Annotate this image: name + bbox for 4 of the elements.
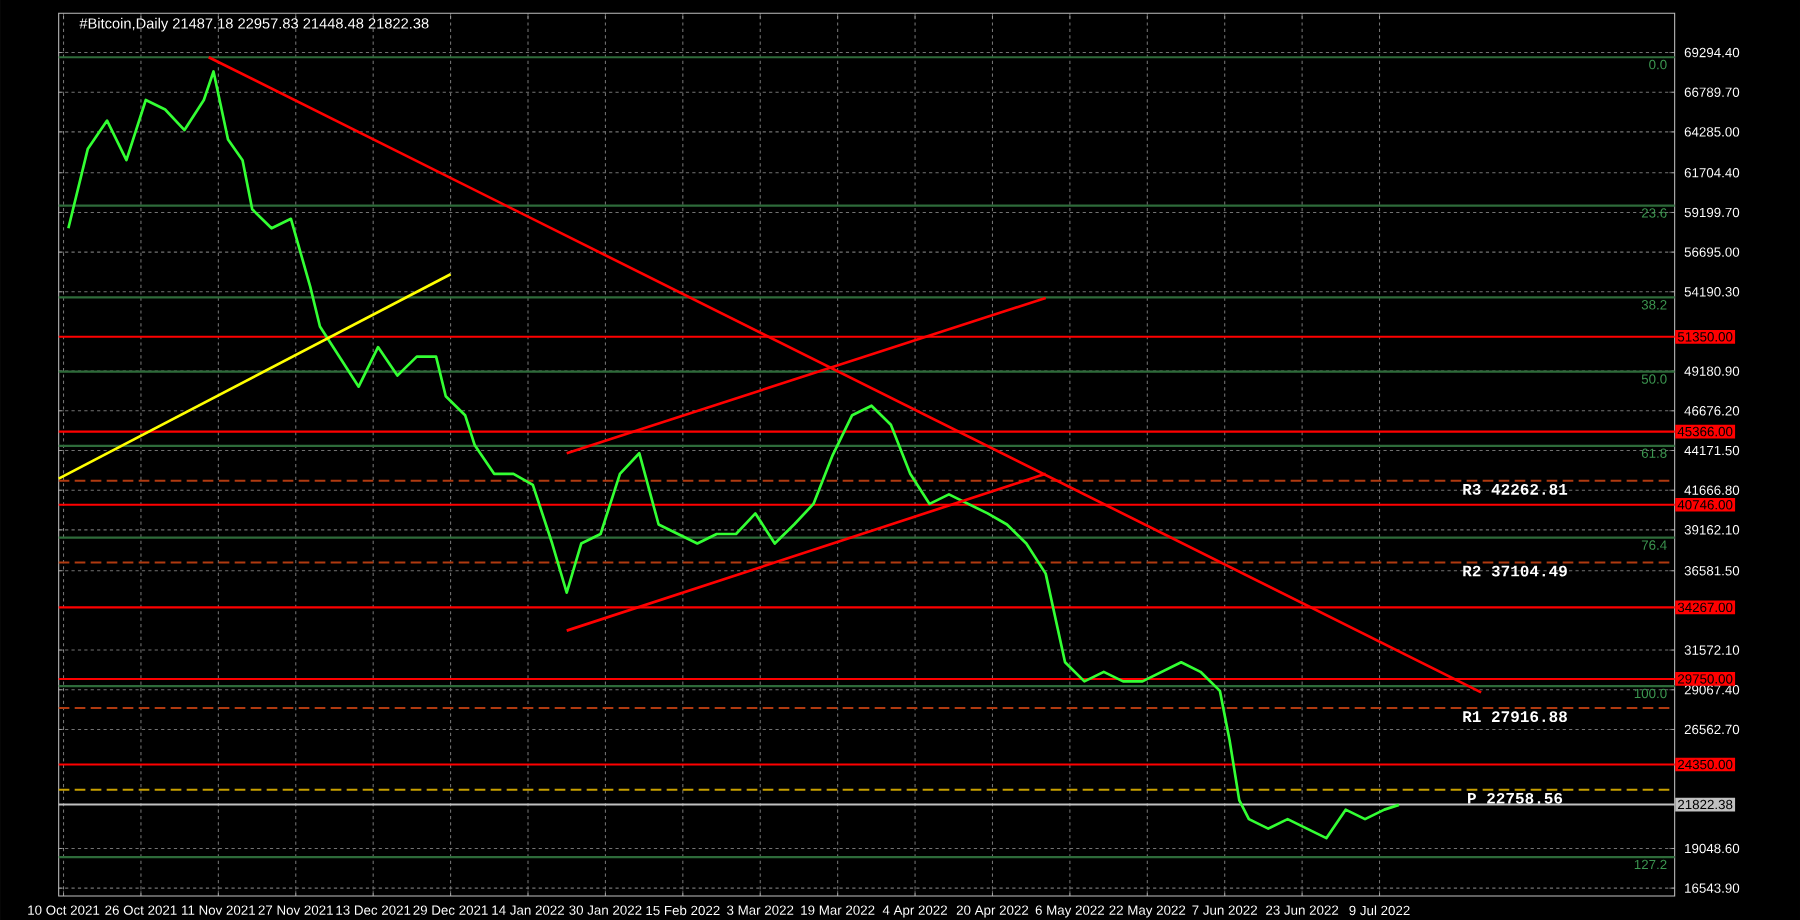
ref-line-label: R1 27916.88: [1463, 711, 1567, 723]
ref-line-label: R2 37104.49: [1463, 565, 1567, 577]
ref-line-label: R3 42262.81: [1463, 483, 1568, 495]
ref-line-label: P 22758.56: [1468, 792, 1563, 804]
